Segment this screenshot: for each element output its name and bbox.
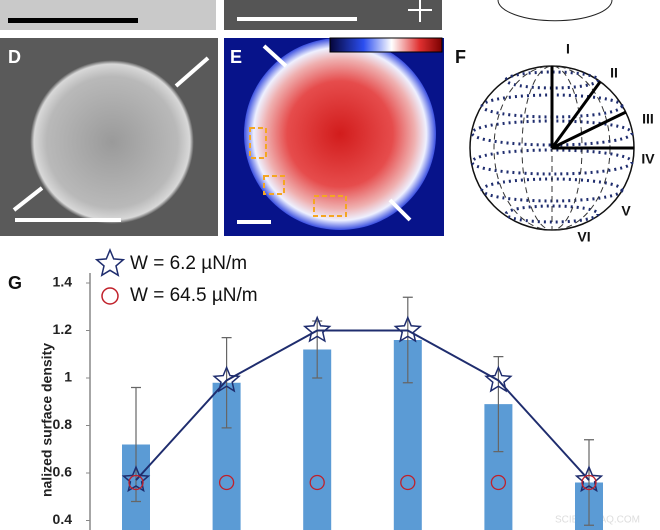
- error-bar: [493, 356, 504, 453]
- sphere-outline: [497, 0, 613, 22]
- droplet: [30, 60, 194, 224]
- circle-marker: [309, 474, 325, 491]
- circle-marker: [218, 474, 235, 491]
- error-bar: [584, 439, 594, 526]
- panel-label: G: [8, 273, 22, 293]
- y-tick-label: 0.6: [53, 464, 73, 480]
- legend-marker: [94, 248, 126, 277]
- scale-bar: [237, 17, 357, 21]
- circle-marker: [400, 474, 416, 491]
- scale-bar: [237, 220, 271, 224]
- y-axis-title: nalized surface density: [39, 343, 55, 497]
- bar: [303, 349, 332, 530]
- region-label: I: [566, 41, 570, 57]
- star-marker: [574, 465, 604, 493]
- y-tick-label: 0.8: [53, 416, 73, 432]
- polarizer-icon: [408, 0, 432, 22]
- region-label: VI: [577, 229, 590, 245]
- circle-marker: [581, 474, 597, 491]
- image-strip: [0, 0, 216, 30]
- roi-boxes: [249, 127, 347, 217]
- star-marker: [484, 365, 513, 393]
- panel-label: D: [8, 47, 21, 67]
- legend-label: W = 64.5 µN/m: [130, 285, 258, 306]
- error-bar: [131, 386, 141, 503]
- star-marker: [121, 465, 151, 493]
- star-marker: [393, 315, 423, 343]
- sphere: [469, 65, 635, 231]
- star-marker: [212, 365, 241, 393]
- error-bar: [221, 337, 232, 429]
- scale-bar: [15, 218, 121, 222]
- error-bar: [402, 296, 413, 384]
- arrows: [262, 44, 412, 222]
- y-tick-label: 1: [64, 369, 72, 385]
- circle-marker: [490, 474, 507, 491]
- series-line: [135, 329, 590, 481]
- y-tick-label: 1.4: [53, 274, 73, 290]
- region-label: II: [610, 65, 618, 81]
- legend-label: W = 6.2 µN/m: [130, 253, 247, 274]
- y-tick-label: 1.2: [53, 321, 73, 337]
- panel-label: E: [230, 47, 242, 67]
- region-label: V: [621, 203, 631, 219]
- image-strip: [224, 0, 442, 30]
- region-label: IV: [641, 151, 655, 167]
- region-label: III: [642, 111, 654, 127]
- panel-label: F: [455, 47, 466, 67]
- droplet: [244, 38, 436, 230]
- legend-marker: [101, 287, 119, 305]
- scale-bar: [8, 18, 138, 23]
- arrows: [12, 56, 210, 212]
- star-marker: [302, 315, 332, 343]
- colorbar: [329, 37, 443, 53]
- circle-marker: [128, 474, 144, 491]
- y-tick-label: 0.4: [53, 511, 73, 527]
